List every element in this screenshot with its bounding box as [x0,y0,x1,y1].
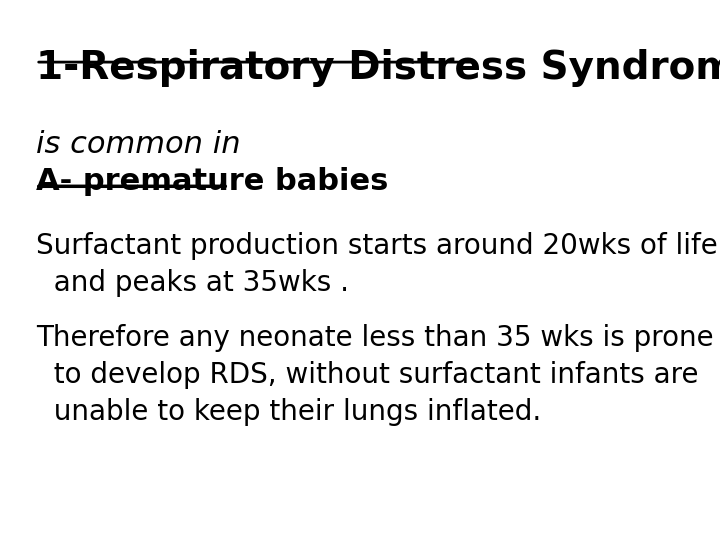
Text: Therefore any neonate less than 35 wks is prone
  to develop RDS, without surfac: Therefore any neonate less than 35 wks i… [36,324,714,426]
Text: A- premature babies: A- premature babies [36,167,388,197]
Text: is common in: is common in [36,130,240,159]
Text: Surfactant production starts around 20wks of life
  and peaks at 35wks .: Surfactant production starts around 20wk… [36,232,718,297]
Text: 1-Respiratory Distress Syndrome: 1-Respiratory Distress Syndrome [36,49,720,86]
